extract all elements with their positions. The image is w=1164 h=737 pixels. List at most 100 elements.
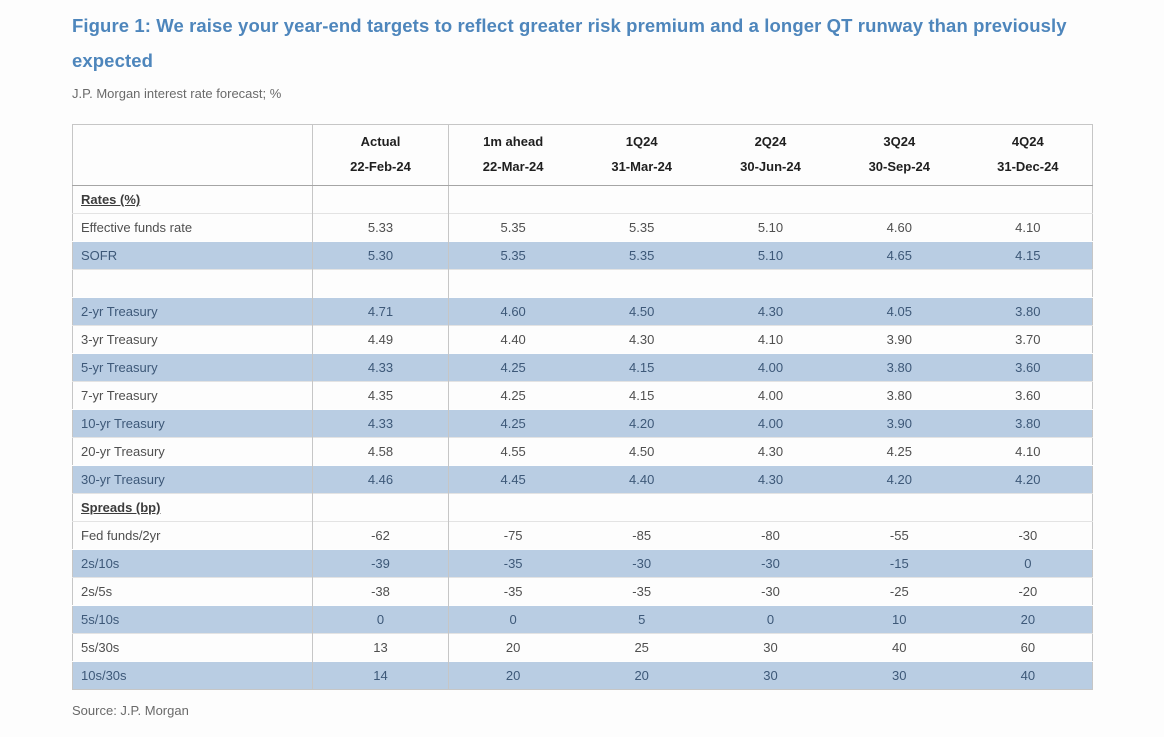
table-row: 10s/30s 14 20 20 30 30 40 (72, 661, 1093, 690)
table-row: 30-yr Treasury 4.46 4.45 4.40 4.30 4.20 4.20 (72, 465, 1093, 494)
column-header-label: 3Q24 (883, 134, 916, 149)
table-row: 2s/10s -39 -35 -30 -30 -15 0 (72, 549, 1093, 578)
column-header-actual: Actual 22-Feb-24 (312, 124, 449, 186)
row-label: Fed funds/2yr (72, 521, 313, 550)
cell-value: 3.70 (963, 325, 1093, 354)
cell-value: -35 (448, 577, 578, 606)
cell-value: 4.25 (448, 381, 578, 410)
row-label: SOFR (72, 241, 313, 270)
cell-value: 5.35 (448, 213, 578, 242)
table-header-row: Actual 22-Feb-24 1m ahead 22-Mar-24 1Q24 31-M… (72, 124, 1093, 186)
row-label: 30-yr Treasury (72, 465, 313, 494)
cell-value: 4.15 (577, 381, 707, 410)
cell-value: 4.00 (706, 409, 835, 438)
section-label: Rates (%) (72, 185, 313, 214)
row-label: 10-yr Treasury (72, 409, 313, 438)
table-row: 20-yr Treasury 4.58 4.55 4.50 4.30 4.25 4.10 (72, 437, 1093, 466)
cell-value: 30 (706, 633, 835, 662)
cell-value: -38 (312, 577, 449, 606)
cell-value: 4.00 (706, 353, 835, 382)
cell-value: 4.60 (448, 297, 578, 326)
cell-value (312, 493, 449, 522)
section-label: Spreads (bp) (72, 493, 313, 522)
cell-value (835, 186, 964, 214)
cell-value: 20 (577, 661, 707, 690)
figure-source: Source: J.P. Morgan (72, 703, 189, 718)
cell-value: -55 (834, 521, 964, 550)
table-row: 5s/30s 13 20 25 30 40 60 (72, 633, 1093, 662)
table-row: Effective funds rate 5.33 5.35 5.35 5.10 4.60… (72, 213, 1093, 242)
row-label: 2-yr Treasury (72, 297, 313, 326)
cell-value: -30 (577, 549, 707, 578)
column-header-date: 30-Jun-24 (740, 159, 801, 174)
cell-value: 40 (963, 661, 1093, 690)
cell-value: -15 (834, 549, 964, 578)
column-header-date: 30-Sep-24 (868, 159, 930, 174)
cell-value (706, 269, 835, 298)
column-header-date: 31-Mar-24 (611, 159, 673, 174)
cell-value (448, 269, 578, 298)
section-row: Rates (%) (72, 185, 1093, 214)
column-header-date: 22-Feb-24 (350, 159, 411, 174)
cell-value: -80 (706, 521, 835, 550)
cell-value: 4.55 (448, 437, 578, 466)
cell-value: -30 (706, 577, 835, 606)
section-row: Spreads (bp) (72, 493, 1093, 522)
cell-value: 0 (963, 549, 1093, 578)
cell-value: 4.10 (963, 437, 1093, 466)
column-header-label: 2Q24 (754, 134, 787, 149)
cell-value: 4.50 (577, 437, 707, 466)
row-label: 2s/5s (72, 577, 313, 606)
cell-value: -39 (312, 549, 449, 578)
cell-value: 5.30 (312, 241, 449, 270)
table-row: 10-yr Treasury 4.33 4.25 4.20 4.00 3.90 3.80 (72, 409, 1093, 438)
cell-value: 4.10 (706, 325, 835, 354)
cell-value: 4.71 (312, 297, 449, 326)
cell-value: 4.60 (834, 213, 964, 242)
column-header-2q24: 2Q24 30-Jun-24 (706, 124, 835, 186)
cell-value: 3.80 (963, 297, 1093, 326)
cell-value: 14 (312, 661, 449, 690)
cell-value: 4.15 (963, 241, 1093, 270)
cell-value: -35 (448, 549, 578, 578)
cell-value: -35 (577, 577, 707, 606)
row-label: 7-yr Treasury (72, 381, 313, 410)
cell-value: -30 (963, 521, 1093, 550)
cell-value: 4.05 (834, 297, 964, 326)
cell-value: 5.35 (577, 213, 707, 242)
cell-value (963, 493, 1093, 522)
row-label: 5s/30s (72, 633, 313, 662)
cell-value: 4.30 (706, 465, 835, 494)
cell-value: 5.33 (312, 213, 449, 242)
column-header-date: 22-Mar-24 (482, 159, 544, 174)
cell-value: 4.20 (963, 465, 1093, 494)
cell-value: 3.80 (963, 409, 1093, 438)
table-row: 3-yr Treasury 4.49 4.40 4.30 4.10 3.90 3.70 (72, 325, 1093, 354)
cell-value (312, 185, 449, 214)
cell-value: 4.20 (577, 409, 707, 438)
cell-value: 30 (834, 661, 964, 690)
cell-value: 3.80 (834, 381, 964, 410)
table-row: 5s/10s 0 0 5 0 10 20 (72, 605, 1093, 634)
cell-value: 3.90 (834, 409, 964, 438)
interest-rate-forecast-table: Actual 22-Feb-24 1m ahead 22-Mar-24 1Q24 31-M… (72, 124, 1093, 690)
column-header-row-labels (72, 124, 313, 186)
row-label: 2s/10s (72, 549, 313, 578)
row-label: 3-yr Treasury (72, 325, 313, 354)
cell-value: 4.30 (706, 297, 835, 326)
cell-value (312, 269, 449, 298)
column-header-label: 1Q24 (625, 134, 658, 149)
cell-value: 4.40 (448, 325, 578, 354)
cell-value: -20 (963, 577, 1093, 606)
table-row (72, 269, 1093, 298)
cell-value: 4.33 (312, 353, 449, 382)
cell-value: 0 (706, 605, 835, 634)
cell-value: 4.20 (834, 465, 964, 494)
cell-value (706, 493, 835, 522)
cell-value: 5.10 (706, 213, 835, 242)
cell-value (577, 269, 707, 298)
row-label: 10s/30s (72, 661, 313, 690)
cell-value: 4.30 (706, 437, 835, 466)
cell-value: 4.33 (312, 409, 449, 438)
